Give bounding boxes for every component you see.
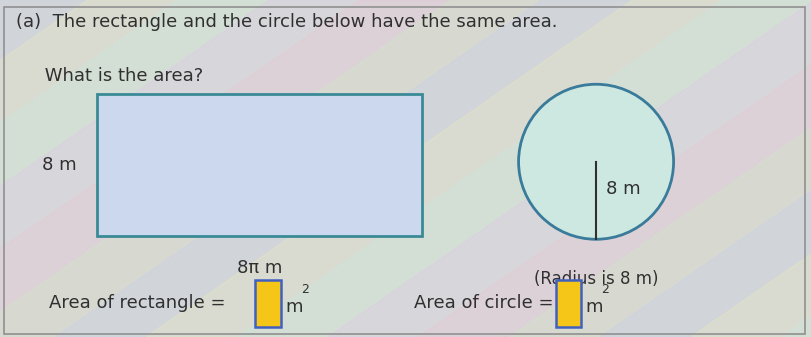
Polygon shape xyxy=(237,0,811,337)
Ellipse shape xyxy=(518,84,674,239)
Text: (a)  The rectangle and the circle below have the same area.: (a) The rectangle and the circle below h… xyxy=(16,13,558,31)
Polygon shape xyxy=(418,0,811,337)
Polygon shape xyxy=(0,0,577,337)
Bar xyxy=(556,280,581,327)
Bar xyxy=(255,280,281,327)
Polygon shape xyxy=(509,0,811,337)
Polygon shape xyxy=(782,0,811,337)
Text: 2: 2 xyxy=(301,283,309,296)
Text: 2: 2 xyxy=(601,283,609,296)
Text: m: m xyxy=(285,298,303,316)
Bar xyxy=(97,94,422,236)
Text: m: m xyxy=(586,298,603,316)
Text: 8 m: 8 m xyxy=(606,180,641,198)
Polygon shape xyxy=(0,0,759,337)
Polygon shape xyxy=(328,0,811,337)
Polygon shape xyxy=(55,0,811,337)
Polygon shape xyxy=(0,0,487,337)
Polygon shape xyxy=(146,0,811,337)
Text: 8π m: 8π m xyxy=(237,259,282,277)
Text: 8 m: 8 m xyxy=(42,156,77,174)
Text: Area of rectangle =: Area of rectangle = xyxy=(49,294,231,312)
Text: Area of circle =: Area of circle = xyxy=(414,294,559,312)
Text: (Radius is 8 m): (Radius is 8 m) xyxy=(534,270,659,287)
Polygon shape xyxy=(600,0,811,337)
Polygon shape xyxy=(691,0,811,337)
Polygon shape xyxy=(0,0,668,337)
Text: What is the area?: What is the area? xyxy=(16,67,204,85)
